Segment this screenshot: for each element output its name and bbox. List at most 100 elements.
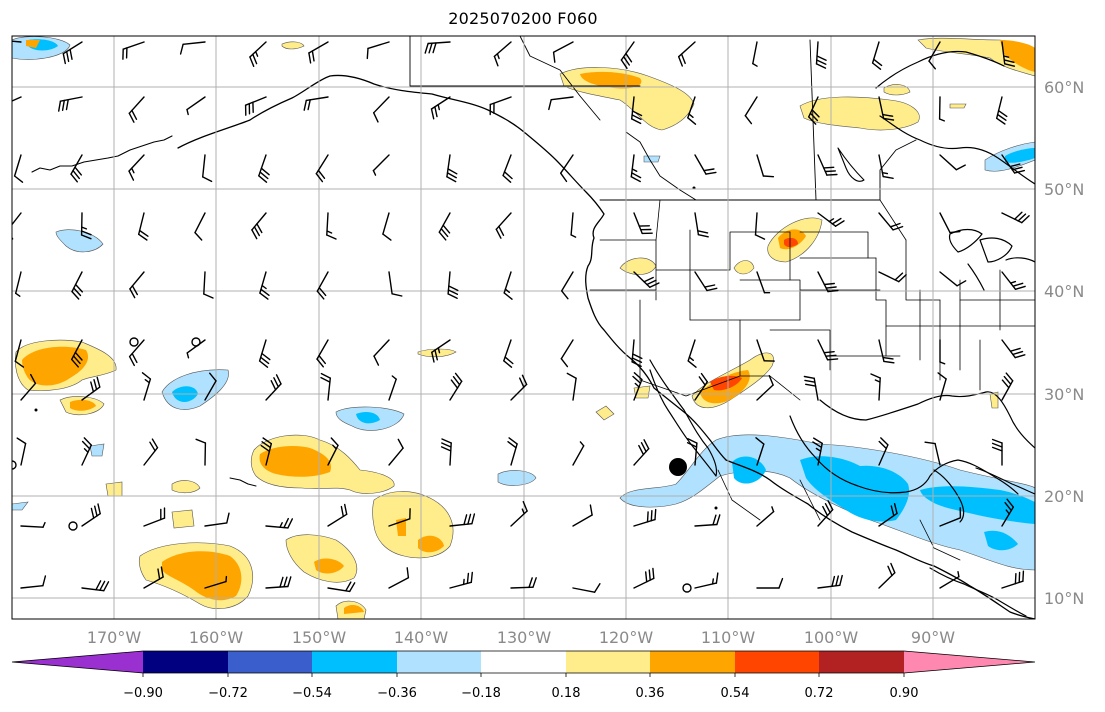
wind-barb xyxy=(817,500,834,527)
storm-center-marker xyxy=(669,458,687,476)
wind-barb xyxy=(493,41,512,67)
wind-barb xyxy=(449,372,463,401)
wind-barb xyxy=(630,154,642,183)
wind-barb xyxy=(20,521,46,528)
wind-barb xyxy=(510,374,528,401)
wind-barb xyxy=(388,567,410,589)
wind-barb-layer xyxy=(12,40,1030,593)
wind-barb xyxy=(16,437,27,466)
wind-barb xyxy=(631,339,643,367)
wind-barb xyxy=(265,374,282,401)
wind-barb xyxy=(315,154,329,183)
wind-barb xyxy=(143,438,159,466)
wind-barb xyxy=(141,372,152,401)
wind-barb xyxy=(249,41,267,68)
wind-barb xyxy=(939,212,961,234)
lon-label: 170°W xyxy=(87,628,142,647)
wind-barb xyxy=(633,212,653,235)
colorbar-segment xyxy=(735,651,819,673)
wind-barb xyxy=(81,503,101,527)
wind-barb xyxy=(1001,570,1025,589)
lat-label: 20°N xyxy=(1044,487,1084,506)
wind-barb xyxy=(939,571,960,589)
wind-barb xyxy=(1001,339,1026,359)
wind-barb xyxy=(878,503,898,527)
wind-barb xyxy=(204,575,228,589)
lat-label: 30°N xyxy=(1044,385,1084,404)
wind-barb xyxy=(817,339,839,361)
wind-barb xyxy=(878,339,895,364)
colorbar-segment xyxy=(397,651,481,673)
wind-barb xyxy=(510,577,537,589)
lon-label: 150°W xyxy=(292,628,347,647)
wind-barb xyxy=(928,41,941,70)
wind-barb xyxy=(632,372,643,401)
wind-barb xyxy=(572,504,593,527)
lon-label: 110°W xyxy=(701,628,756,647)
shaded-field-layer xyxy=(12,36,1035,619)
wind-barb xyxy=(503,271,513,300)
wind-barb xyxy=(438,212,451,241)
wind-barb xyxy=(446,154,458,183)
wind-barb xyxy=(128,154,145,181)
wind-barb xyxy=(373,339,390,366)
wind-barb xyxy=(258,154,270,183)
wind-barb xyxy=(259,271,270,300)
wind-barb xyxy=(258,339,271,368)
wind-barb xyxy=(756,375,774,401)
colorbar-tick-label: 0.72 xyxy=(805,686,834,701)
wind-barb xyxy=(58,96,83,112)
wind-barb xyxy=(20,373,37,401)
map-title: 2025070200 F060 xyxy=(448,9,598,28)
wind-barb xyxy=(316,271,329,300)
wind-barb xyxy=(744,96,758,125)
wind-barb xyxy=(620,41,635,70)
wind-barb xyxy=(1001,498,1014,527)
wind-barb xyxy=(870,373,881,401)
colorbar-segment xyxy=(650,651,735,673)
wind-barb xyxy=(327,503,348,527)
wind-barb xyxy=(195,438,207,466)
wind-barb xyxy=(186,96,206,116)
wind-barb xyxy=(996,96,1008,125)
wind-barb xyxy=(424,41,451,54)
colorbar-tick-label: 0.18 xyxy=(552,686,581,701)
wind-barb xyxy=(878,562,896,589)
wind-barb xyxy=(572,583,601,593)
wind-barb xyxy=(327,581,356,593)
wind-barb xyxy=(260,437,272,466)
wind-barb xyxy=(372,154,390,176)
wind-barb xyxy=(871,41,883,70)
colorbar-segment xyxy=(143,651,228,673)
wind-barb xyxy=(489,96,512,116)
wind-barb xyxy=(570,212,577,238)
longitude-labels: 170°W 160°W 150°W 140°W 130°W 120°W 110°… xyxy=(87,628,955,647)
graticule xyxy=(12,36,1035,619)
wind-barb xyxy=(756,339,775,362)
wind-barb xyxy=(510,501,528,527)
wind-barb xyxy=(70,154,83,183)
colorbar-tick-labels: −0.90 −0.72 −0.54 −0.36 −0.18 0.18 0.36 … xyxy=(123,686,918,701)
wind-barb xyxy=(939,507,962,527)
wind-barb xyxy=(694,212,709,238)
wind-barb xyxy=(12,212,22,240)
colorbar-tick-label: −0.54 xyxy=(292,686,332,701)
wind-barb xyxy=(320,372,331,401)
wind-barb xyxy=(62,41,83,65)
wind-barb xyxy=(449,571,473,589)
colorbar-tick-label: 0.54 xyxy=(721,686,750,701)
wind-barb xyxy=(755,437,765,466)
lon-label: 130°W xyxy=(497,628,552,647)
wind-barb xyxy=(326,212,337,240)
wind-barb xyxy=(179,41,206,55)
lat-label: 50°N xyxy=(1044,180,1084,199)
wind-barb xyxy=(1001,271,1026,290)
wind-barb xyxy=(129,271,145,299)
colorbar-segment xyxy=(566,651,650,673)
wind-barb xyxy=(137,212,149,241)
wind-barb xyxy=(937,372,947,401)
wind-barb xyxy=(71,271,84,300)
lon-label: 160°W xyxy=(189,628,244,647)
lon-label: 100°W xyxy=(804,628,859,647)
wind-barb xyxy=(803,375,819,401)
